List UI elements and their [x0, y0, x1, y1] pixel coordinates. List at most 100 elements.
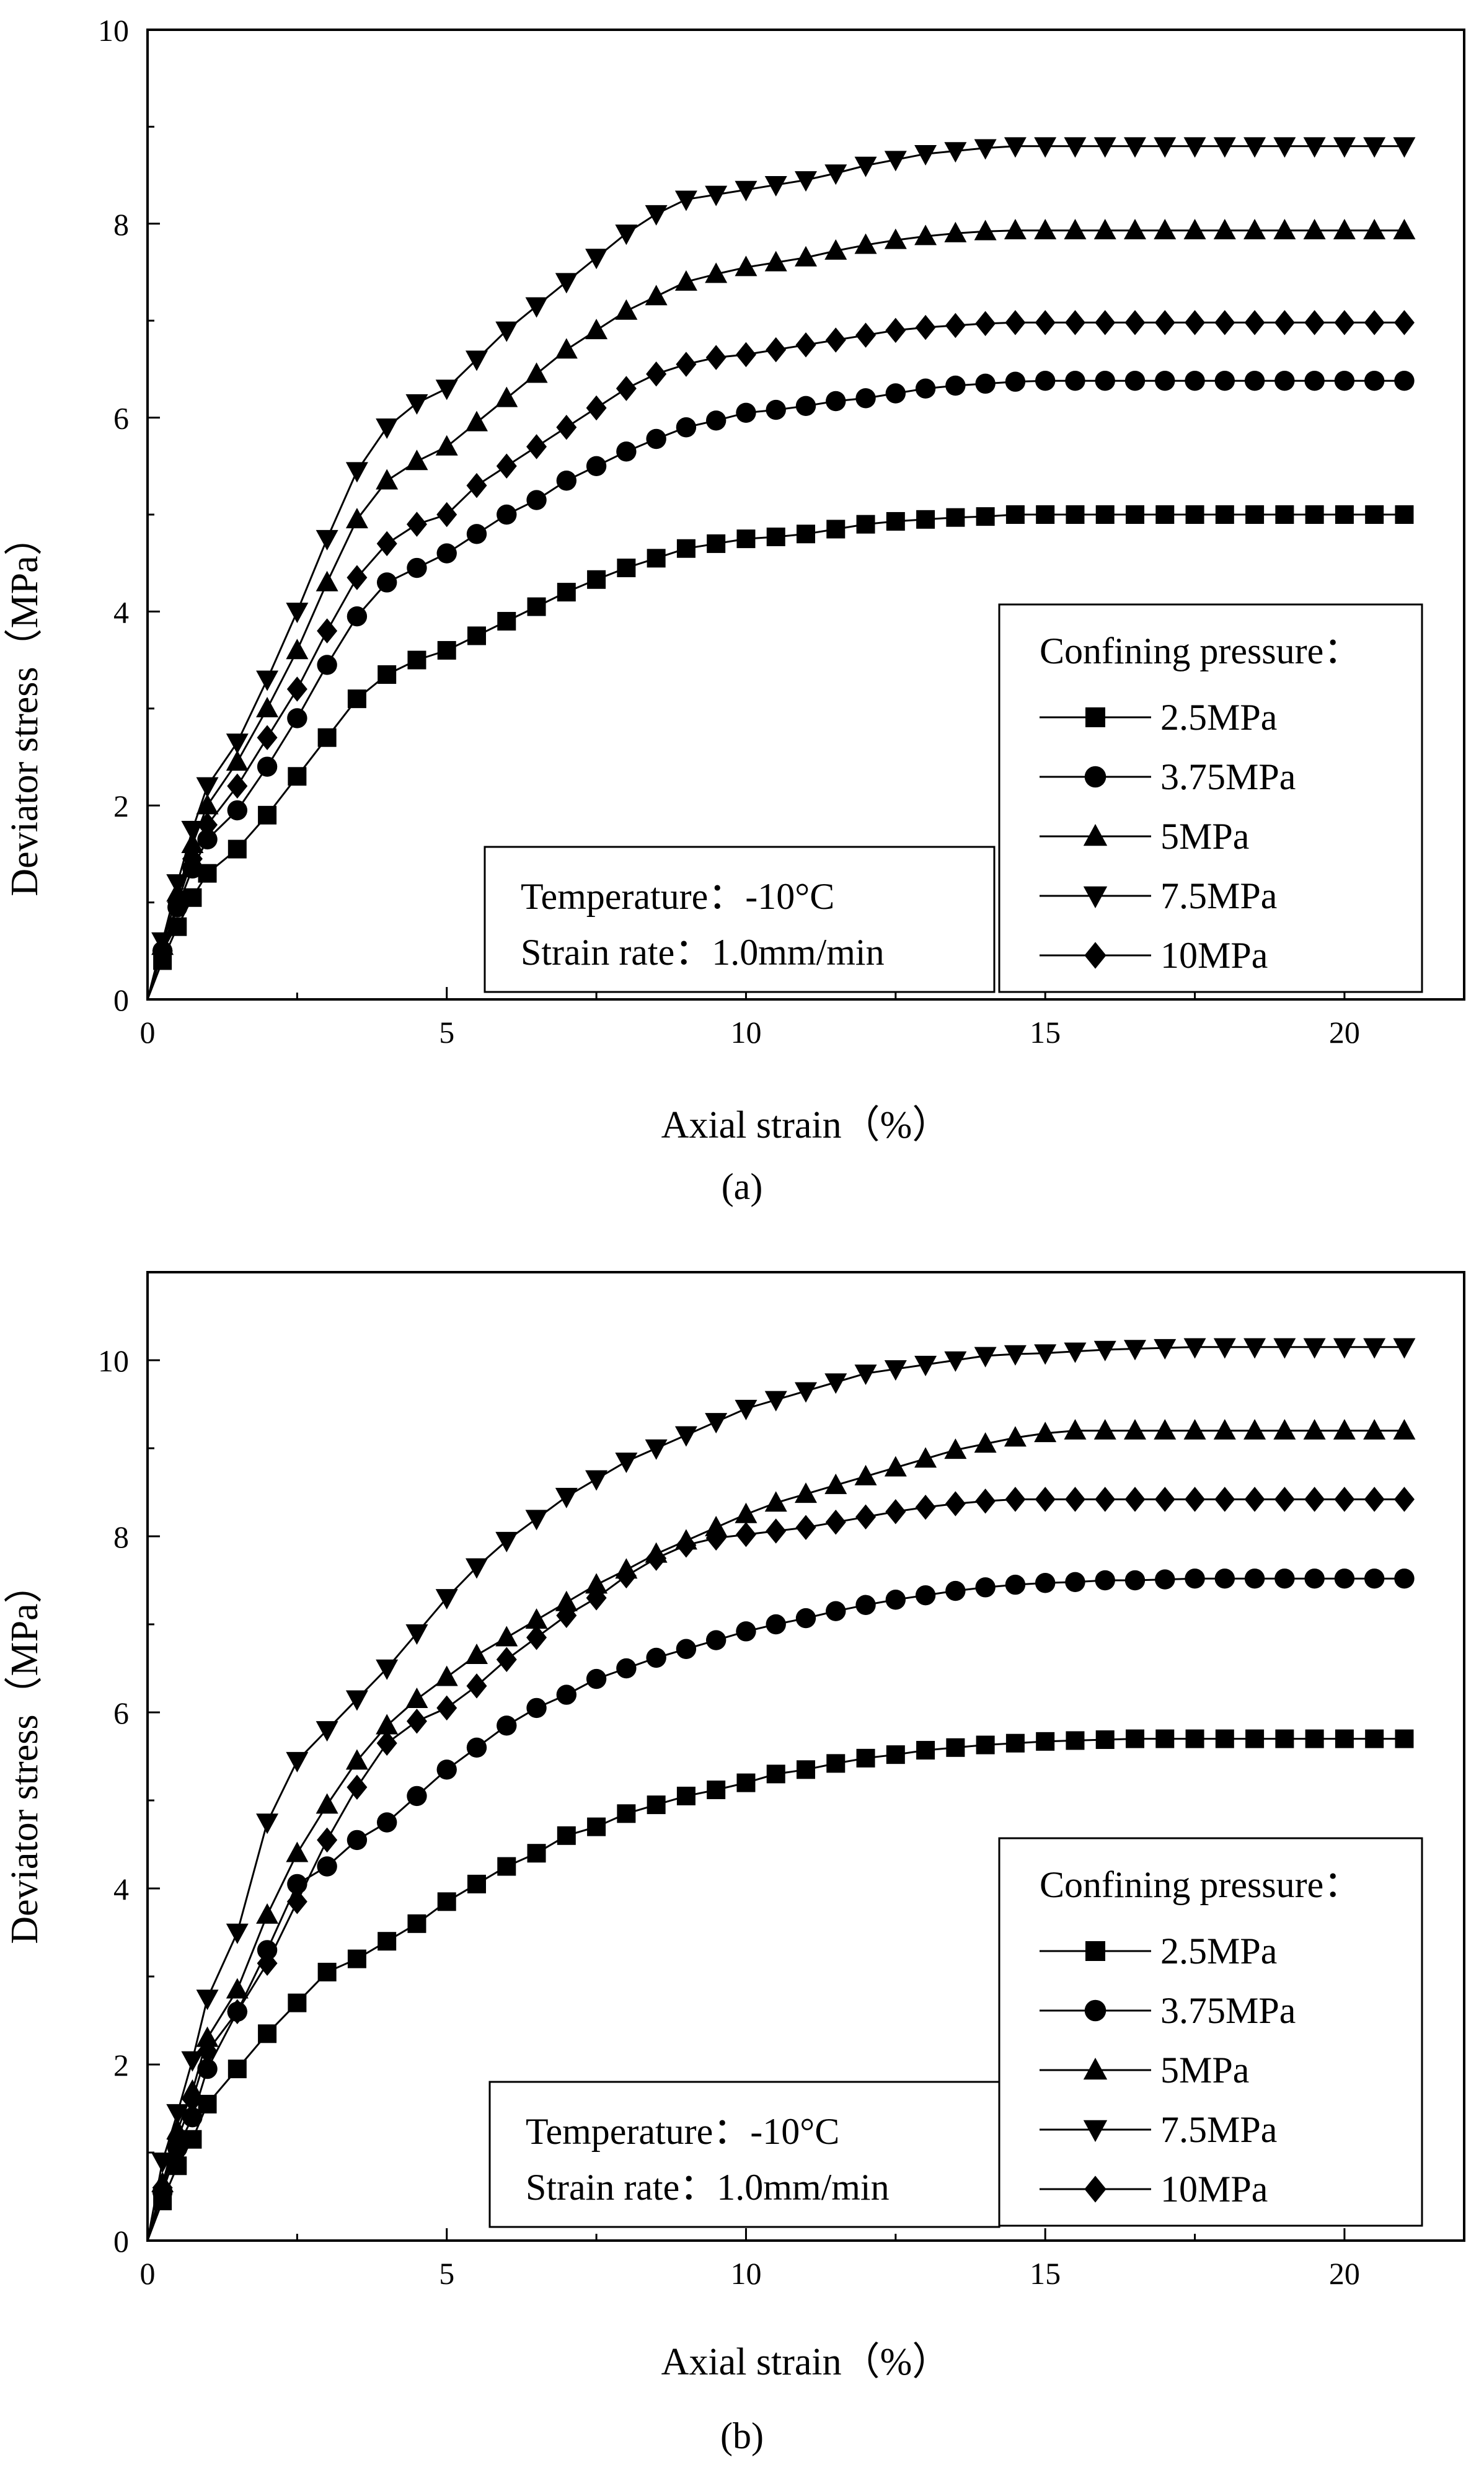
data-point-10MPa	[1364, 310, 1385, 335]
data-point-3.75MPa	[616, 1658, 637, 1679]
data-point-5MPa	[1004, 218, 1027, 239]
data-point-3.75MPa	[526, 490, 547, 510]
data-point-2.5MPa	[1185, 505, 1204, 524]
data-point-10MPa	[317, 1827, 338, 1853]
data-point-10MPa	[795, 1515, 816, 1541]
legend-label: 3.75MPa	[1160, 1990, 1296, 2031]
data-point-5MPa	[555, 1590, 578, 1611]
data-point-10MPa	[436, 1695, 457, 1721]
data-point-10MPa	[1064, 310, 1085, 335]
data-point-3.75MPa	[766, 399, 786, 420]
data-point-3.75MPa	[945, 375, 966, 396]
data-point-10MPa	[1214, 310, 1235, 335]
data-point-5MPa	[1303, 1419, 1326, 1440]
data-point-3.75MPa	[1124, 370, 1146, 391]
data-point-10MPa	[885, 317, 906, 343]
data-point-2.5MPa	[1215, 1729, 1234, 1748]
chart-panel-a: 0 5 10 15 20 0 2 4 6 8 10 Axial strain（%） Deviator s…	[4, 13, 1465, 1146]
data-point-10MPa	[526, 434, 547, 459]
data-point-2.5MPa	[647, 1795, 666, 1815]
data-point-3.75MPa	[1005, 1574, 1026, 1595]
data-point-5MPa	[316, 1793, 338, 1814]
data-point-7.5MPa	[1303, 137, 1326, 158]
data-point-10MPa	[1304, 310, 1325, 335]
data-point-7.5MPa	[226, 733, 249, 755]
data-point-3.75MPa	[736, 1621, 756, 1642]
data-point-5MPa	[1363, 218, 1386, 239]
data-point-10MPa	[257, 1950, 278, 1976]
data-point-5MPa	[585, 1573, 608, 1594]
data-point-10MPa	[825, 1510, 846, 1535]
data-point-7.5MPa	[645, 1439, 668, 1460]
data-point-10MPa	[406, 1708, 427, 1734]
data-point-2.5MPa	[1365, 505, 1384, 524]
data-point-10MPa	[257, 725, 278, 750]
data-point-2.5MPa	[1126, 505, 1144, 524]
x-tick-label: 20	[1329, 1015, 1360, 1050]
data-point-7.5MPa	[914, 1355, 937, 1376]
data-point-3.75MPa	[795, 396, 816, 417]
data-point-5MPa	[1393, 1419, 1416, 1440]
legend-box	[998, 603, 1423, 993]
data-point-5MPa	[824, 239, 847, 260]
data-point-7.5MPa	[1004, 137, 1027, 158]
data-point-2.5MPa	[1335, 1729, 1354, 1748]
data-point-3.75MPa	[347, 1830, 368, 1851]
data-point-7.5MPa	[735, 1399, 757, 1420]
y-tick-label: 0	[113, 983, 129, 1017]
data-point-10MPa	[915, 314, 936, 340]
data-point-5MPa	[256, 1903, 279, 1924]
data-point-5MPa	[495, 1626, 518, 1647]
y-tick-label: 4	[113, 595, 129, 629]
data-point-7.5MPa	[824, 1373, 847, 1394]
data-point-5MPa	[1004, 1426, 1027, 1447]
data-point-2.5MPa	[317, 728, 337, 747]
data-point-5MPa	[286, 1841, 309, 1862]
legend-label: 3.75MPa	[1160, 756, 1296, 797]
data-point-5MPa	[1093, 1419, 1116, 1440]
data-point-7.5MPa	[495, 1531, 518, 1552]
data-point-2.5MPa	[676, 539, 696, 558]
data-point-5MPa	[316, 570, 338, 591]
data-point-3.75MPa	[1155, 370, 1175, 391]
data-point-7.5MPa	[525, 297, 548, 318]
data-point-10MPa	[766, 1518, 787, 1544]
data-point-2.5MPa	[587, 570, 606, 589]
data-point-5MPa	[1363, 1419, 1386, 1440]
legend-label: 2.5MPa	[1160, 697, 1277, 738]
data-point-7.5MPa	[466, 1558, 488, 1579]
data-point-7.5MPa	[705, 185, 728, 206]
data-point-7.5MPa	[795, 171, 817, 192]
data-point-5MPa	[1213, 1419, 1236, 1440]
data-point-7.5MPa	[466, 350, 488, 371]
data-point-10MPa	[1244, 310, 1265, 335]
data-point-3.75MPa	[317, 1856, 337, 1877]
data-point-3.75MPa	[855, 1595, 876, 1615]
data-point-3.75MPa	[1364, 1568, 1385, 1589]
data-point-3.75MPa	[705, 1630, 727, 1650]
data-point-5MPa	[226, 750, 249, 771]
data-point-3.75MPa	[1244, 1568, 1265, 1589]
legend-label: 7.5MPa	[1160, 875, 1277, 916]
data-point-3.75MPa	[1185, 1568, 1205, 1589]
data-point-3.75MPa	[1214, 370, 1235, 391]
data-point-5MPa	[764, 1491, 787, 1512]
data-point-5MPa	[1064, 218, 1087, 239]
data-point-10MPa	[945, 1491, 966, 1516]
data-point-10MPa	[705, 345, 727, 370]
data-point-5MPa	[674, 270, 697, 291]
data-point-5MPa	[1333, 218, 1356, 239]
y-tick-label: 2	[113, 2048, 129, 2082]
data-point-7.5MPa	[316, 1721, 338, 1742]
data-point-7.5MPa	[181, 2051, 204, 2072]
data-point-2.5MPa	[317, 1962, 337, 1981]
data-point-7.5MPa	[1183, 137, 1206, 158]
data-point-5MPa	[974, 1432, 997, 1453]
data-point-7.5MPa	[585, 249, 608, 270]
data-point-7.5MPa	[376, 418, 399, 439]
data-point-2.5MPa	[227, 839, 247, 859]
data-point-7.5MPa	[944, 1351, 967, 1372]
data-point-2.5MPa	[916, 510, 935, 529]
data-point-3.75MPa	[826, 391, 846, 412]
data-point-7.5MPa	[854, 156, 877, 177]
